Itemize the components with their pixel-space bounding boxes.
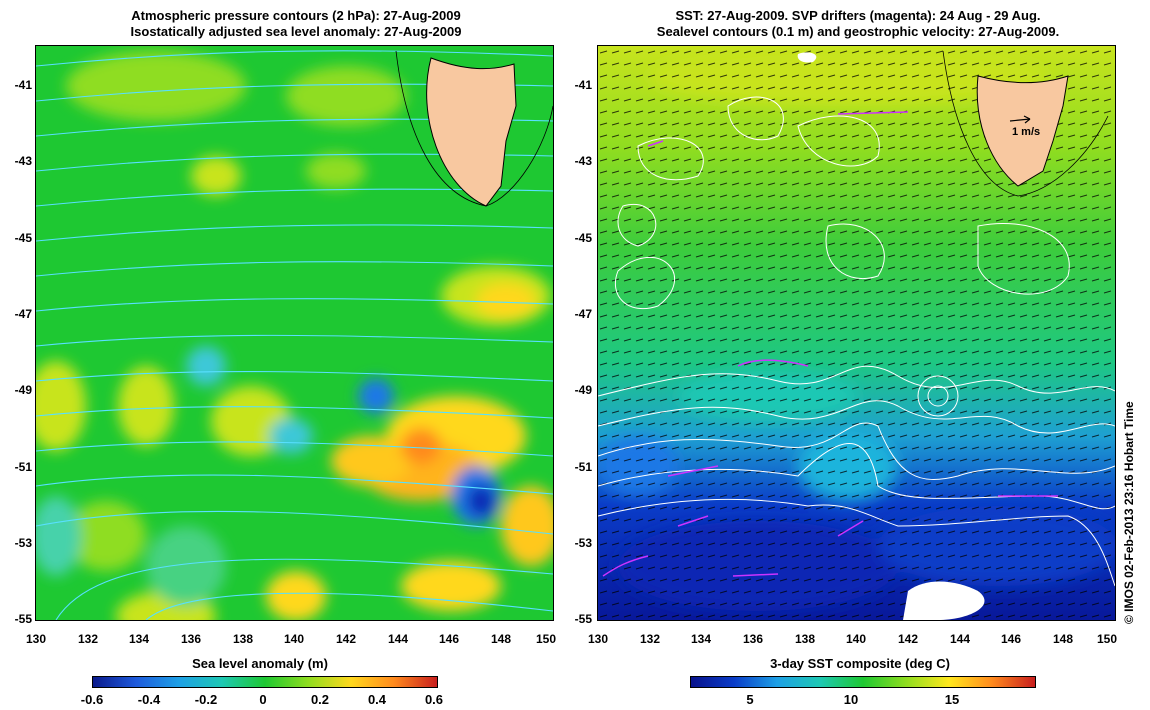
lon-tick: 142 bbox=[335, 632, 357, 646]
right-map-frame bbox=[597, 45, 1116, 621]
sla-colorbar-tick: -0.6 bbox=[80, 692, 104, 707]
lon-tick: 142 bbox=[897, 632, 919, 646]
lon-tick: 150 bbox=[1096, 632, 1118, 646]
lat-tick: -51 bbox=[14, 460, 32, 474]
sst-map: 1 m/s bbox=[598, 46, 1115, 620]
lon-tick: 132 bbox=[77, 632, 99, 646]
lon-tick: 146 bbox=[438, 632, 460, 646]
tasmania-land bbox=[395, 50, 553, 207]
lon-tick: 148 bbox=[490, 632, 512, 646]
lon-tick: 130 bbox=[25, 632, 47, 646]
lon-tick: 148 bbox=[1052, 632, 1074, 646]
velocity-scale-label: 1 m/s bbox=[1012, 126, 1041, 138]
lat-tick: -43 bbox=[574, 154, 592, 168]
right-title-line2: Sealevel contours (0.1 m) and geostrophi… bbox=[656, 24, 1060, 39]
lat-tick: -51 bbox=[574, 460, 592, 474]
left-title-line2: Isostatically adjusted sea level anomaly… bbox=[130, 24, 462, 39]
lon-tick: 138 bbox=[232, 632, 254, 646]
lat-tick: -55 bbox=[574, 612, 592, 626]
sla-colorbar-tick: -0.2 bbox=[194, 692, 218, 707]
sla-colorbar-tick: -0.4 bbox=[137, 692, 161, 707]
lon-tick: 134 bbox=[128, 632, 150, 646]
lat-tick: -49 bbox=[14, 383, 32, 397]
lat-tick: -41 bbox=[14, 78, 32, 92]
lat-tick: -47 bbox=[574, 307, 592, 321]
lon-tick: 144 bbox=[949, 632, 971, 646]
no-data-patches bbox=[797, 52, 985, 620]
lon-tick: 134 bbox=[690, 632, 712, 646]
velocity-scale-arrow bbox=[1009, 115, 1031, 124]
left-title: Atmospheric pressure contours (2 hPa): 2… bbox=[36, 8, 556, 40]
sst-colorbar-tick: 5 bbox=[746, 692, 754, 707]
sla-colorbar bbox=[92, 676, 438, 688]
sla-colorbar-tick: 0 bbox=[259, 692, 267, 707]
credit-text: © IMOS 02-Feb-2013 23:16 Hobart Time bbox=[1122, 401, 1136, 624]
lon-tick: 132 bbox=[639, 632, 661, 646]
left-title-line1: Atmospheric pressure contours (2 hPa): 2… bbox=[131, 8, 461, 23]
sst-colorbar bbox=[690, 676, 1036, 688]
lon-tick: 140 bbox=[283, 632, 305, 646]
lon-tick: 136 bbox=[180, 632, 202, 646]
lat-tick: -45 bbox=[574, 231, 592, 245]
lon-tick: 138 bbox=[794, 632, 816, 646]
lat-tick: -49 bbox=[574, 383, 592, 397]
sst-colorbar-tick: 15 bbox=[944, 692, 960, 707]
sla-colorbar-tick: 0.6 bbox=[424, 692, 444, 707]
drifter-tracks bbox=[602, 111, 1058, 577]
sla-colorbar-label: Sea level anomaly (m) bbox=[192, 656, 328, 671]
lon-tick: 136 bbox=[742, 632, 764, 646]
lat-tick: -45 bbox=[14, 231, 32, 245]
lon-tick: 144 bbox=[387, 632, 409, 646]
lat-tick: -47 bbox=[14, 307, 32, 321]
sst-colorbar-label: 3-day SST composite (deg C) bbox=[770, 656, 950, 671]
lon-tick: 146 bbox=[1000, 632, 1022, 646]
sst-colorbar-tick: 10 bbox=[843, 692, 859, 707]
lon-tick: 150 bbox=[535, 632, 557, 646]
lat-tick: -55 bbox=[14, 612, 32, 626]
sla-colorbar-tick: 0.2 bbox=[310, 692, 330, 707]
lat-tick: -41 bbox=[574, 78, 592, 92]
lat-tick: -43 bbox=[14, 154, 32, 168]
left-map-frame bbox=[35, 45, 554, 621]
lat-tick: -53 bbox=[14, 536, 32, 550]
lon-tick: 130 bbox=[587, 632, 609, 646]
sea-level-anomaly-map bbox=[36, 46, 553, 620]
right-title-line1: SST: 27-Aug-2009. SVP drifters (magenta)… bbox=[675, 8, 1041, 23]
sla-colorbar-tick: 0.4 bbox=[367, 692, 387, 707]
lon-tick: 140 bbox=[845, 632, 867, 646]
tasmania-land bbox=[942, 50, 1109, 197]
sea-level-contours bbox=[598, 96, 1115, 587]
right-title: SST: 27-Aug-2009. SVP drifters (magenta)… bbox=[598, 8, 1118, 40]
lat-tick: -53 bbox=[574, 536, 592, 550]
